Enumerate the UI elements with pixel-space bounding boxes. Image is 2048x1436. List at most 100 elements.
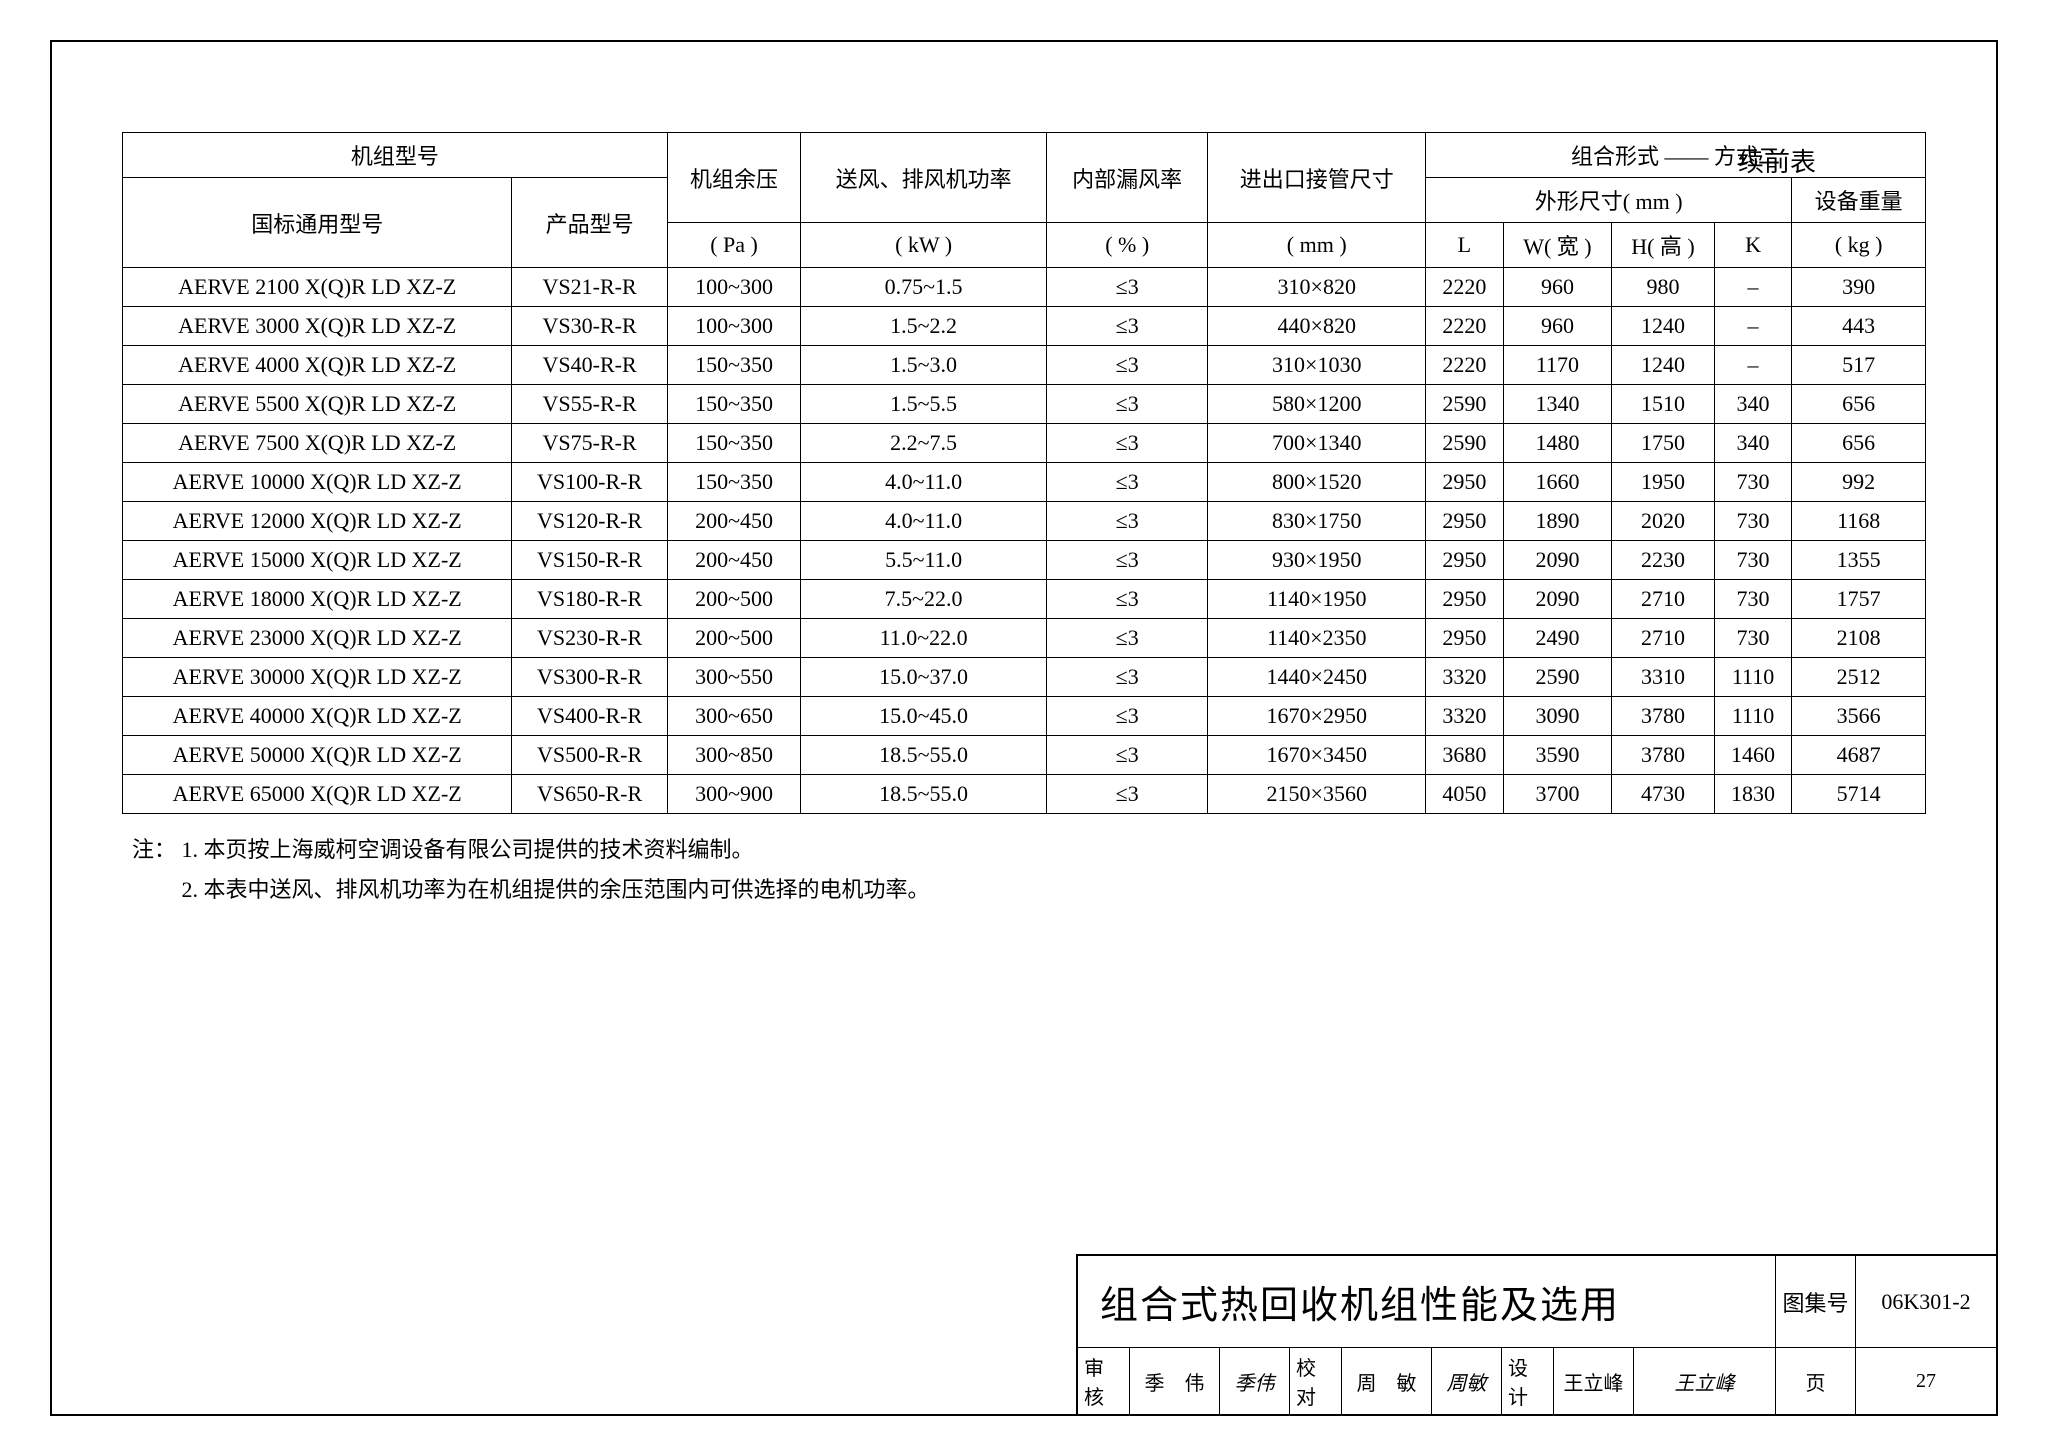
cell-prod: VS500-R-R <box>512 736 667 775</box>
th-model-gb: 国标通用型号 <box>123 178 512 268</box>
cell-L: 2950 <box>1426 541 1504 580</box>
cell-K: 730 <box>1714 502 1792 541</box>
cell-L: 3680 <box>1426 736 1504 775</box>
cell-leak: ≤3 <box>1046 619 1208 658</box>
cell-W: 3090 <box>1503 697 1612 736</box>
cell-pipe: 1140×2350 <box>1208 619 1426 658</box>
cell-res: 200~450 <box>667 541 801 580</box>
check-name: 周 敏 <box>1342 1348 1432 1414</box>
cell-W: 2090 <box>1503 541 1612 580</box>
cell-W: 1480 <box>1503 424 1612 463</box>
cell-W: 960 <box>1503 268 1612 307</box>
cell-H: 3780 <box>1612 697 1714 736</box>
cell-H: 3310 <box>1612 658 1714 697</box>
cell-W: 1170 <box>1503 346 1612 385</box>
cell-wt: 517 <box>1792 346 1926 385</box>
cell-leak: ≤3 <box>1046 346 1208 385</box>
design-signature: 王立峰 <box>1634 1348 1776 1414</box>
notes-lead: 注： <box>132 837 176 862</box>
cell-wt: 656 <box>1792 385 1926 424</box>
table-row: AERVE 4000 X(Q)R LD XZ-ZVS40-R-R150~3501… <box>123 346 1926 385</box>
cell-res: 150~350 <box>667 385 801 424</box>
cell-pow: 4.0~11.0 <box>801 463 1047 502</box>
cell-wt: 2512 <box>1792 658 1926 697</box>
review-signature: 季伟 <box>1220 1348 1290 1414</box>
cell-pipe: 1670×3450 <box>1208 736 1426 775</box>
cell-leak: ≤3 <box>1046 580 1208 619</box>
check-label: 校对 <box>1290 1348 1342 1414</box>
cell-H: 3780 <box>1612 736 1714 775</box>
cell-L: 2220 <box>1426 346 1504 385</box>
cell-W: 3700 <box>1503 775 1612 814</box>
cell-pow: 7.5~22.0 <box>801 580 1047 619</box>
cell-L: 2220 <box>1426 268 1504 307</box>
table-row: AERVE 18000 X(Q)R LD XZ-ZVS180-R-R200~50… <box>123 580 1926 619</box>
cell-pow: 2.2~7.5 <box>801 424 1047 463</box>
check-signature: 周敏 <box>1432 1348 1502 1414</box>
cell-W: 2090 <box>1503 580 1612 619</box>
th-combo: 组合形式 —— 方式二 <box>1426 133 1926 178</box>
th-weight: 设备重量 <box>1792 178 1926 223</box>
cell-leak: ≤3 <box>1046 658 1208 697</box>
cell-pow: 0.75~1.5 <box>801 268 1047 307</box>
cell-wt: 2108 <box>1792 619 1926 658</box>
cell-res: 150~350 <box>667 424 801 463</box>
cell-leak: ≤3 <box>1046 775 1208 814</box>
cell-pow: 15.0~37.0 <box>801 658 1047 697</box>
cell-H: 980 <box>1612 268 1714 307</box>
cell-pipe: 310×820 <box>1208 268 1426 307</box>
cell-K: – <box>1714 268 1792 307</box>
cell-res: 200~500 <box>667 580 801 619</box>
cell-pipe: 800×1520 <box>1208 463 1426 502</box>
cell-wt: 656 <box>1792 424 1926 463</box>
cell-gb: AERVE 10000 X(Q)R LD XZ-Z <box>123 463 512 502</box>
cell-H: 1240 <box>1612 307 1714 346</box>
cell-wt: 992 <box>1792 463 1926 502</box>
cell-gb: AERVE 23000 X(Q)R LD XZ-Z <box>123 619 512 658</box>
table-row: AERVE 10000 X(Q)R LD XZ-ZVS100-R-R150~35… <box>123 463 1926 502</box>
cell-prod: VS21-R-R <box>512 268 667 307</box>
cell-res: 150~350 <box>667 346 801 385</box>
cell-K: 730 <box>1714 463 1792 502</box>
th-pipe: 进出口接管尺寸 <box>1208 133 1426 223</box>
cell-K: – <box>1714 346 1792 385</box>
cell-prod: VS180-R-R <box>512 580 667 619</box>
cell-H: 1750 <box>1612 424 1714 463</box>
cell-K: 340 <box>1714 424 1792 463</box>
cell-L: 2590 <box>1426 424 1504 463</box>
cell-pow: 18.5~55.0 <box>801 736 1047 775</box>
cell-L: 2950 <box>1426 580 1504 619</box>
cell-gb: AERVE 18000 X(Q)R LD XZ-Z <box>123 580 512 619</box>
cell-gb: AERVE 15000 X(Q)R LD XZ-Z <box>123 541 512 580</box>
cell-pow: 18.5~55.0 <box>801 775 1047 814</box>
table-row: AERVE 2100 X(Q)R LD XZ-ZVS21-R-R100~3000… <box>123 268 1926 307</box>
cell-pipe: 2150×3560 <box>1208 775 1426 814</box>
cell-res: 300~650 <box>667 697 801 736</box>
table-row: AERVE 65000 X(Q)R LD XZ-ZVS650-R-R300~90… <box>123 775 1926 814</box>
cell-H: 2710 <box>1612 580 1714 619</box>
cell-pow: 1.5~3.0 <box>801 346 1047 385</box>
table-row: AERVE 3000 X(Q)R LD XZ-ZVS30-R-R100~3001… <box>123 307 1926 346</box>
th-dim-W: W( 宽 ) <box>1503 223 1612 268</box>
cell-H: 2020 <box>1612 502 1714 541</box>
cell-wt: 1757 <box>1792 580 1926 619</box>
cell-pipe: 440×820 <box>1208 307 1426 346</box>
cell-gb: AERVE 65000 X(Q)R LD XZ-Z <box>123 775 512 814</box>
cell-prod: VS75-R-R <box>512 424 667 463</box>
cell-K: 1830 <box>1714 775 1792 814</box>
th-leak-unit: ( % ) <box>1046 223 1208 268</box>
cell-K: 730 <box>1714 619 1792 658</box>
cell-L: 2220 <box>1426 307 1504 346</box>
table-row: AERVE 12000 X(Q)R LD XZ-ZVS120-R-R200~45… <box>123 502 1926 541</box>
cell-wt: 1355 <box>1792 541 1926 580</box>
cell-H: 2230 <box>1612 541 1714 580</box>
th-power: 送风、排风机功率 <box>801 133 1047 223</box>
cell-res: 150~350 <box>667 463 801 502</box>
set-value: 06K301-2 <box>1856 1256 1996 1347</box>
table-row: AERVE 30000 X(Q)R LD XZ-ZVS300-R-R300~55… <box>123 658 1926 697</box>
th-dim-L: L <box>1426 223 1504 268</box>
cell-res: 100~300 <box>667 307 801 346</box>
cell-W: 3590 <box>1503 736 1612 775</box>
cell-gb: AERVE 4000 X(Q)R LD XZ-Z <box>123 346 512 385</box>
cell-prod: VS150-R-R <box>512 541 667 580</box>
